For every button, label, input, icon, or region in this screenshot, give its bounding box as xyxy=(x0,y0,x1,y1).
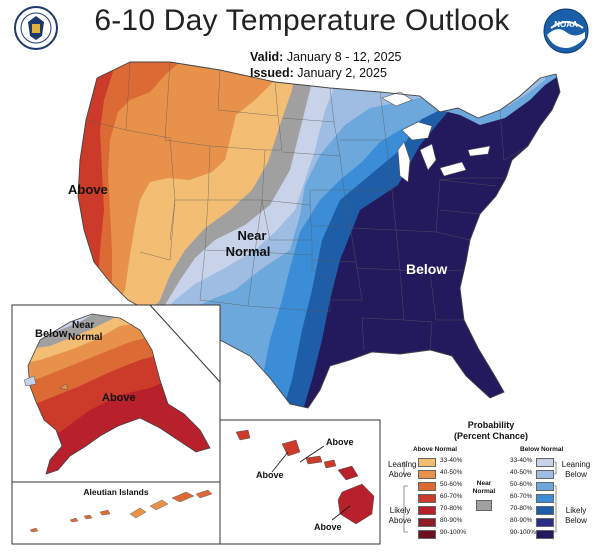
legend-range-above-6: 90-100% xyxy=(440,529,467,536)
conus-near-label-line2: Normal xyxy=(225,244,271,259)
leaning-above-line1: Leaning xyxy=(388,460,417,469)
issued-value: January 2, 2025 xyxy=(297,66,387,80)
legend-range-above-0: 33-40% xyxy=(440,457,463,464)
legend-above-header: Above Normal xyxy=(413,446,458,453)
legend-leaning-above: Leaning Above xyxy=(388,460,416,480)
legend-swatch-above-0 xyxy=(418,458,436,467)
commerce-seal-icon xyxy=(14,6,58,50)
issued-date: Issued: January 2, 2025 xyxy=(250,66,387,80)
legend-range-above-3: 60-70% xyxy=(440,493,463,500)
legend-likely-below: Likely Below xyxy=(560,506,592,526)
legend-range-below-2: 50-60% xyxy=(510,481,533,488)
conus-above-label: Above xyxy=(68,182,108,197)
hawaii-above-label-3: Above xyxy=(314,522,342,532)
hawaii-above-label-2: Above xyxy=(256,470,284,480)
legend-title-line2: (Percent Chance) xyxy=(453,431,529,441)
legend-swatch-below-5 xyxy=(536,518,554,527)
legend-below-header: Below Normal xyxy=(520,446,564,453)
leaning-above-line2: Above xyxy=(388,470,412,479)
valid-label: Valid: xyxy=(250,50,284,64)
legend-range-above-2: 50-60% xyxy=(440,481,463,488)
near-normal-line2: Normal xyxy=(472,488,496,495)
valid-dates: Valid: January 8 - 12, 2025 xyxy=(250,50,402,64)
conus-near-label-line1: Near xyxy=(237,228,267,243)
legend-swatch-below-6 xyxy=(536,530,554,539)
alaska-near-label-line1: Near xyxy=(72,320,95,331)
legend-likely-above: Likely Above xyxy=(388,506,412,526)
legend-swatch-above-1 xyxy=(418,470,436,479)
likely-above-line2: Above xyxy=(388,516,412,525)
legend-swatch-above-4 xyxy=(418,506,436,515)
near-normal-line1: Near xyxy=(476,480,492,487)
valid-value: January 8 - 12, 2025 xyxy=(286,50,402,64)
legend-swatch-above-6 xyxy=(418,530,436,539)
legend-swatch-above-3 xyxy=(418,494,436,503)
probability-legend: Probability (Percent Chance) Above Norma… xyxy=(388,420,594,548)
legend-swatch-above-2 xyxy=(418,482,436,491)
legend-swatch-below-3 xyxy=(536,494,554,503)
likely-below-line2: Below xyxy=(565,516,587,525)
hawaii-islands-shape xyxy=(235,429,375,525)
alaska-below-label: Below xyxy=(35,328,68,340)
legend-range-above-4: 70-80% xyxy=(440,505,463,512)
legend-range-above-1: 40-50% xyxy=(440,469,463,476)
legend-range-below-0: 33-40% xyxy=(510,457,533,464)
legend-swatch-below-4 xyxy=(536,506,554,515)
legend-swatch-below-0 xyxy=(536,458,554,467)
legend-range-below-1: 40-50% xyxy=(510,469,533,476)
legend-swatch-above-5 xyxy=(418,518,436,527)
aleutian-islands-shape xyxy=(29,489,213,533)
likely-above-line1: Likely xyxy=(389,506,411,515)
legend-range-below-4: 70-80% xyxy=(510,505,533,512)
legend-title-line1: Probability xyxy=(467,420,515,430)
legend-swatch-below-2 xyxy=(536,482,554,491)
legend-range-above-5: 80-90% xyxy=(440,517,463,524)
legend-near-normal: Near Normal xyxy=(472,480,496,496)
hawaii-above-label-1: Above xyxy=(326,437,354,447)
leaning-below-line2: Below xyxy=(565,470,587,479)
legend-swatch-near xyxy=(476,500,492,511)
aleutian-title: Aleutian Islands xyxy=(83,487,149,497)
legend-range-below-6: 90-100% xyxy=(510,529,537,536)
leaning-below-line1: Leaning xyxy=(561,460,591,469)
noaa-logo-icon: NOAA xyxy=(543,8,589,54)
alaska-above-label: Above xyxy=(102,392,136,404)
legend-range-below-5: 80-90% xyxy=(510,517,533,524)
page-title: 6-10 Day Temperature Outlook xyxy=(94,4,510,37)
issued-label: Issued: xyxy=(250,66,294,80)
legend-leaning-below: Leaning Below xyxy=(560,460,592,480)
conus-below-label: Below xyxy=(406,261,448,277)
alaska-near-label-line2: Normal xyxy=(68,332,103,343)
likely-below-line1: Likely xyxy=(565,506,587,515)
legend-range-below-3: 60-70% xyxy=(510,493,533,500)
noaa-logo-text: NOAA xyxy=(554,20,578,29)
legend-swatch-below-1 xyxy=(536,470,554,479)
